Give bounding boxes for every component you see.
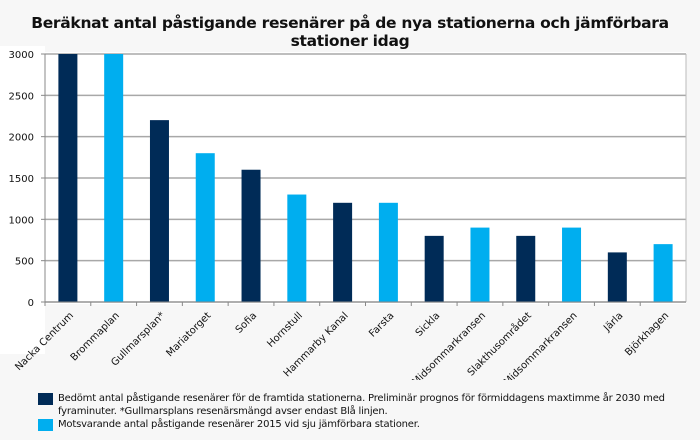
axis-background: [0, 46, 45, 354]
x-tick-label: Björkhagen: [623, 310, 671, 358]
bar-forecast: [149, 120, 169, 302]
y-tick-label: 1000: [9, 215, 34, 226]
bar-comparison: [195, 153, 215, 302]
y-tick-label: 1500: [9, 174, 34, 185]
x-tick-label: Sofia: [234, 310, 259, 335]
bar-forecast: [333, 202, 353, 302]
x-tick-label: Sickla: [414, 310, 443, 339]
x-tick-label: Hornstull: [265, 310, 305, 350]
bar-forecast: [516, 235, 536, 302]
bar-comparison: [287, 194, 307, 302]
y-tick-label: 2000: [9, 133, 34, 144]
bar-comparison: [653, 244, 673, 302]
bar-forecast: [424, 235, 444, 302]
bar-comparison: [378, 202, 398, 302]
x-tick-label: Farsta: [367, 310, 396, 339]
bar-comparison: [562, 227, 582, 302]
legend-swatch-dark: [38, 393, 53, 405]
x-tick-label: Järla: [601, 310, 625, 334]
bar-comparison: [470, 227, 490, 302]
bar-forecast: [241, 169, 261, 302]
x-tick-label: Mariatorget: [164, 310, 213, 359]
bar-forecast: [607, 252, 627, 302]
y-tick-label: 2500: [9, 91, 34, 102]
y-tick-label: 0: [28, 298, 34, 309]
bar-forecast: [58, 54, 78, 302]
x-tick-label: Midsommarkransen: [502, 310, 580, 380]
y-tick-label: 500: [15, 257, 34, 268]
legend-swatch-light: [38, 419, 53, 431]
legend-label: Motsvarande antal påstigande resenärer 2…: [58, 419, 420, 430]
legend-label: Bedömt antal påstigande resenärer för de…: [58, 393, 665, 417]
y-tick-label: 3000: [9, 50, 34, 61]
chart-title: Beräknat antal påstigande resenärer på d…: [31, 14, 669, 50]
bar-comparison: [104, 54, 124, 302]
